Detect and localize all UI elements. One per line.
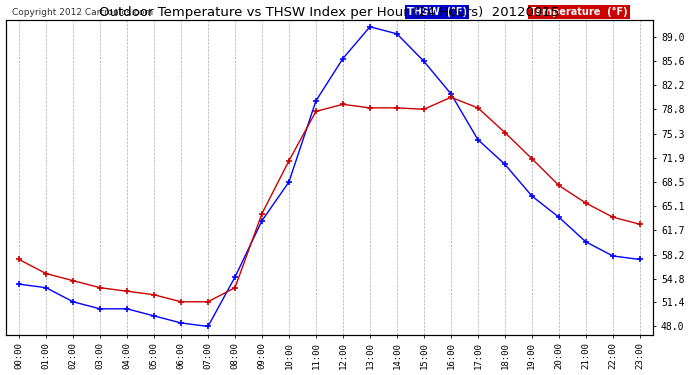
Title: Outdoor Temperature vs THSW Index per Hour (24 Hours)  20120915: Outdoor Temperature vs THSW Index per Ho… bbox=[99, 6, 560, 18]
Text: THSW  (°F): THSW (°F) bbox=[407, 6, 467, 16]
Text: Temperature  (°F): Temperature (°F) bbox=[530, 6, 628, 16]
Text: Copyright 2012 Cartronics.com: Copyright 2012 Cartronics.com bbox=[12, 8, 153, 16]
